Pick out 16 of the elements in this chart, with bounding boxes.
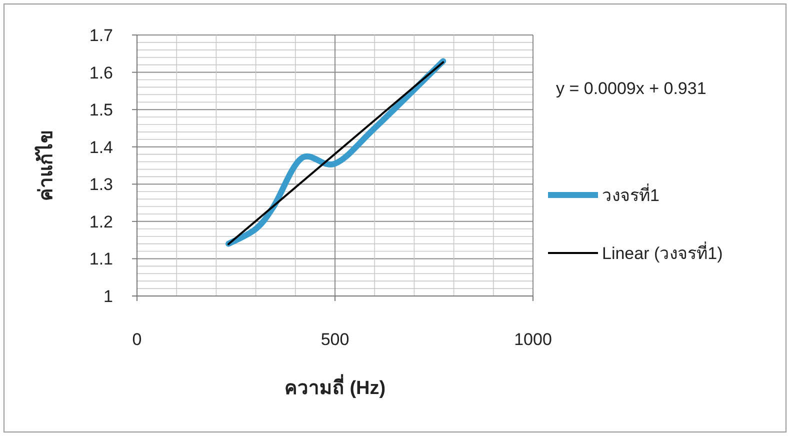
y-tick-label: 1 xyxy=(104,287,113,306)
y-tick-label: 1.3 xyxy=(89,175,113,194)
x-tick-label: 500 xyxy=(320,330,350,349)
y-tick-label: 1.6 xyxy=(89,63,113,82)
x-tick-label: 1000 xyxy=(514,330,552,349)
legend-label: วงจรที่1 xyxy=(602,183,660,205)
text: y = 0.0009x + 0.931 xyxy=(556,79,706,98)
y-tick-label: 1.1 xyxy=(89,250,113,269)
y-axis-title: ค่าแก้ไข xyxy=(34,130,57,201)
y-tick-label: 1.4 xyxy=(89,138,113,157)
y-tick-label: 1.5 xyxy=(89,100,113,120)
x-axis-title: ความถี่ (Hz) xyxy=(284,374,386,399)
y-tick-label: 1.7 xyxy=(89,26,113,45)
legend-label: Linear (วงจรที่1) xyxy=(602,241,723,263)
x-tick-label: 0 xyxy=(132,330,142,349)
y-tick-label: 1.2 xyxy=(89,212,113,232)
